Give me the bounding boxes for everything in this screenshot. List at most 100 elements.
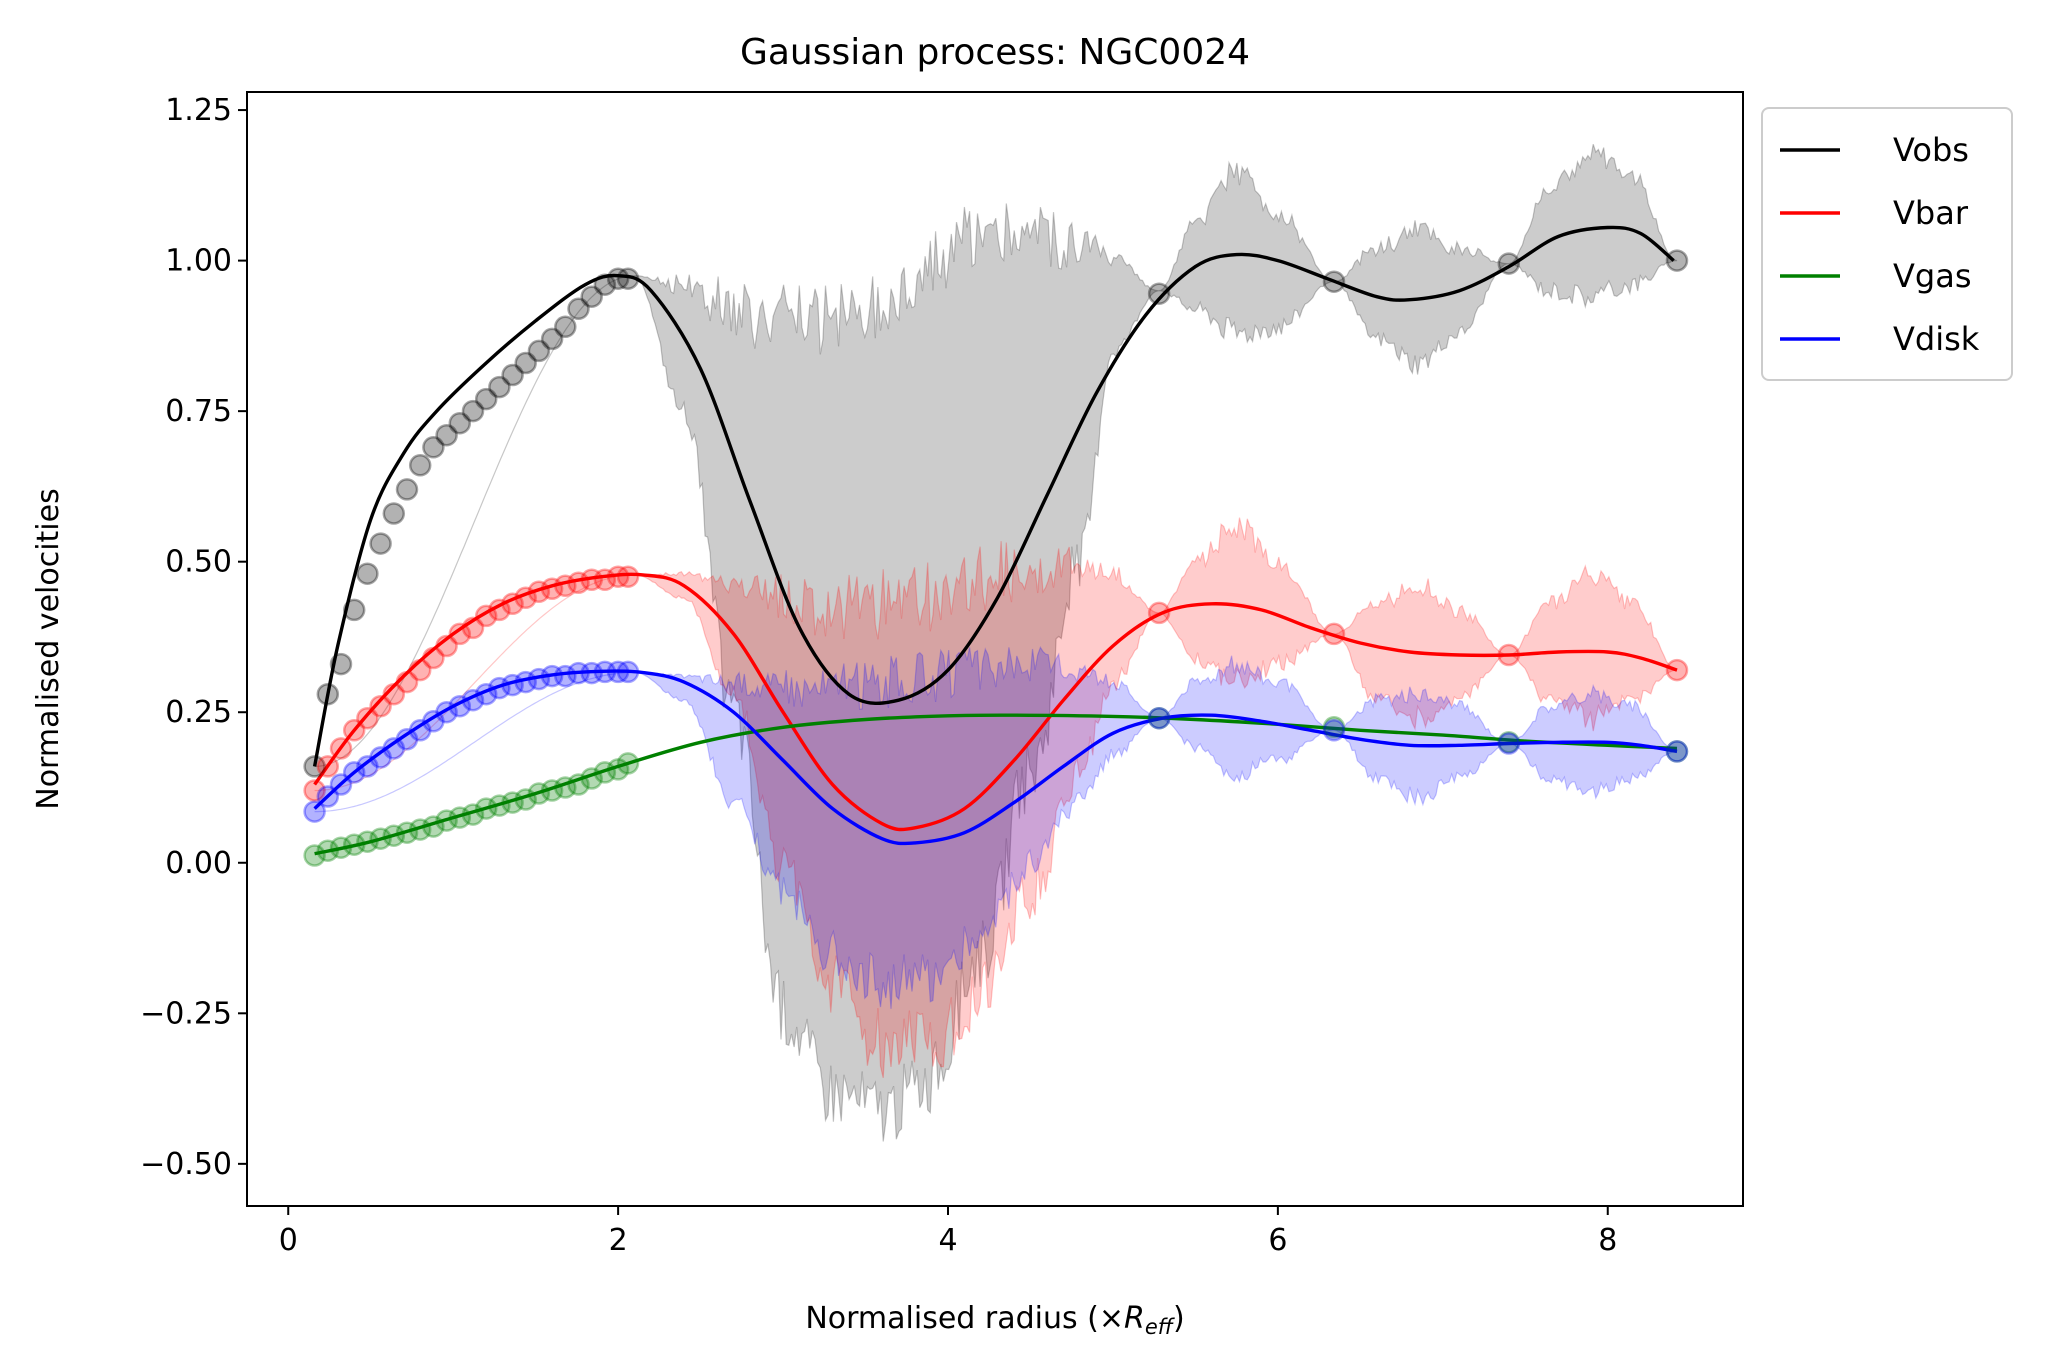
vgas-data-point [501, 791, 524, 814]
vobs-data-point [474, 387, 498, 411]
vobs-data-point [580, 285, 603, 308]
vobs-data-point [527, 339, 551, 363]
legend: Vobs Vbar Vgas Vdisk [1761, 107, 2013, 381]
vgas-data-point [461, 803, 485, 826]
y-axis-title: Normalised velocities [31, 488, 66, 809]
x-tick-label: 8 [1598, 1223, 1617, 1258]
vdisk-data-point [435, 700, 458, 724]
vdisk-data-point [514, 670, 537, 694]
legend-label-vobs: Vobs [1893, 131, 1969, 169]
series-lines [312, 225, 1678, 856]
vbar-data-point [356, 706, 379, 730]
vbar-data-point [408, 658, 432, 682]
vdisk-data-point [567, 661, 590, 685]
vgas-data-point [474, 797, 498, 820]
vgas-data-point [554, 776, 577, 799]
vdisk-data-point [461, 688, 485, 712]
vdisk-data-point [580, 661, 603, 685]
x-axis-ticks: 0 2 4 6 8 [279, 1206, 1617, 1258]
vdisk-data-point [329, 773, 353, 796]
vbar-data-point [540, 577, 564, 601]
vobs-data-point [382, 502, 406, 525]
vgas-data-point [1497, 731, 1521, 754]
vbar-data-point [474, 604, 498, 628]
vbar-data-point [1497, 643, 1521, 667]
vobs-data-point [514, 351, 537, 375]
observation-points [303, 249, 1689, 867]
vobs-data-point [356, 562, 379, 585]
vbar-data-point [435, 634, 458, 658]
vbar-data-point [514, 586, 537, 610]
vgas-data-point [448, 806, 472, 829]
vobs-data-point [448, 411, 472, 435]
vobs-data-point [606, 267, 630, 290]
vdisk-data-point [474, 682, 498, 706]
vobs-uncertainty-band [314, 144, 1678, 1142]
y-tick-label: 0.25 [165, 695, 232, 730]
vdisk-data-point [1497, 732, 1521, 755]
y-tick-label: −0.25 [140, 996, 232, 1031]
y-tick-label: 0.75 [165, 394, 232, 429]
vbar-data-point [316, 755, 340, 778]
vbar-data-point [1322, 622, 1346, 646]
chart-title: Gaussian process: NGC0024 [740, 32, 1250, 73]
vbar-data-point [580, 568, 603, 592]
vdisk-data-point [395, 728, 419, 751]
vbar-data-point [448, 622, 472, 646]
vobs-data-point [1665, 249, 1689, 272]
vobs-data-point [342, 598, 366, 622]
vdisk-data-point [616, 660, 640, 684]
y-tick-label: −0.50 [140, 1147, 232, 1182]
vdisk-line [313, 669, 1678, 846]
vobs-data-point [567, 297, 590, 321]
vgas-data-point [395, 821, 419, 844]
vobs-data-point [501, 363, 524, 387]
x-tick-label: 2 [609, 1223, 628, 1258]
vgas-data-point [369, 827, 392, 850]
vdisk-data-point [606, 660, 630, 684]
vgas-data-point [1322, 716, 1346, 739]
vdisk-data-point [356, 755, 379, 778]
vgas-data-point [303, 844, 326, 867]
vobs-data-point [1497, 252, 1521, 275]
vgas-data-point [580, 767, 603, 790]
vdisk-data-point [488, 676, 511, 700]
y-tick-label: 0.00 [165, 846, 232, 881]
vdisk-data-point [369, 746, 392, 769]
vbar-data-point [369, 694, 392, 718]
vgas-data-point [435, 809, 458, 832]
vgas-data-point [540, 779, 564, 802]
plot-frame [246, 91, 1744, 1207]
vobs-data-point [303, 755, 326, 778]
vdisk-data-point [527, 667, 551, 691]
vgas-data-point [356, 830, 379, 853]
vgas-line [314, 713, 1678, 856]
vdisk-data-point [303, 800, 326, 823]
vgas-data-point [527, 782, 551, 805]
vbar-data-point [1147, 601, 1171, 625]
vbar-data-point [303, 779, 326, 802]
x-axis-title: Normalised radius (×Reff) [805, 1301, 1184, 1339]
legend-label-vbar: Vbar [1893, 194, 1969, 232]
vdisk-data-point [408, 719, 432, 742]
vgas-data-point [329, 836, 353, 859]
vbar-data-point [527, 580, 551, 604]
vdisk-data-point [1147, 706, 1171, 730]
vgas-data-point [567, 773, 590, 796]
legend-label-vdisk: Vdisk [1893, 320, 1980, 358]
vbar-data-point [461, 616, 485, 640]
vbar-data-point [1665, 658, 1689, 682]
vobs-data-point [1147, 282, 1171, 305]
x-tick-label: 4 [938, 1223, 957, 1258]
vbar-data-point [329, 737, 353, 760]
vgas-data-point [616, 752, 640, 775]
vbar-data-point [342, 719, 366, 742]
vgas-data-point [382, 824, 406, 847]
vobs-data-point [616, 267, 640, 290]
vdisk-data-point [554, 664, 577, 688]
vobs-data-point [593, 273, 617, 296]
y-axis-ticks: −0.50 −0.25 0.00 0.25 0.50 0.75 1.00 1.25 [140, 93, 247, 1182]
vdisk-data-point [382, 737, 406, 760]
vbar-data-point [567, 571, 590, 595]
vgas-data-point [606, 758, 630, 781]
